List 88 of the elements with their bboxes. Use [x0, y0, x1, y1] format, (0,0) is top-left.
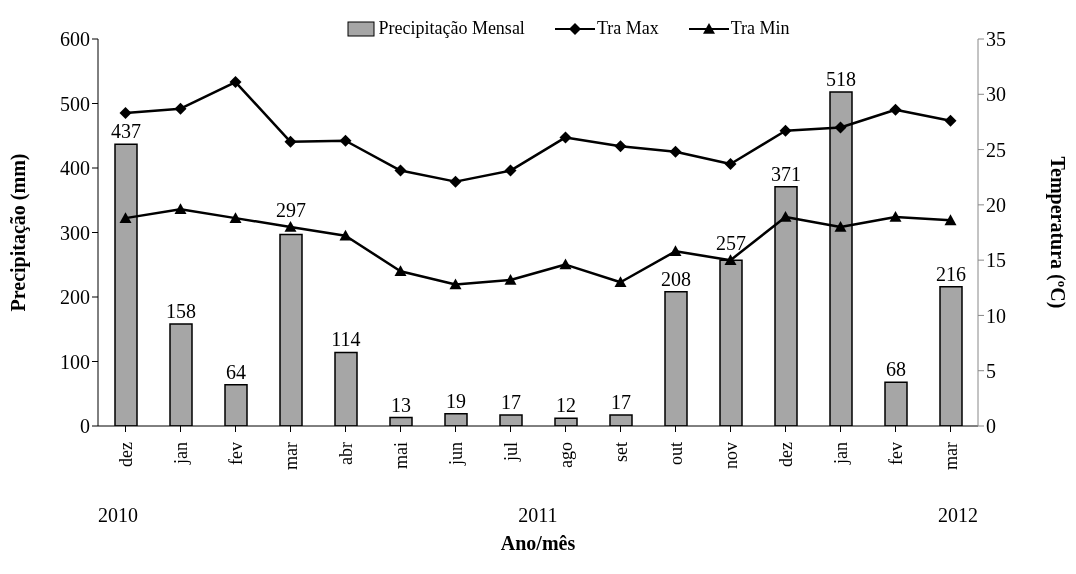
y2-tick-label: 5 [986, 359, 996, 382]
y2-tick-label: 0 [986, 415, 996, 438]
point [889, 211, 902, 222]
data-label: 518 [826, 67, 856, 90]
point [944, 214, 957, 226]
point [174, 102, 187, 115]
y2-tick-label: 30 [986, 83, 1006, 106]
data-label: 17 [611, 391, 631, 414]
x-tick-label: set [610, 442, 631, 462]
data-label: 19 [446, 389, 466, 412]
point [944, 114, 957, 127]
x-tick-label: mar [280, 441, 301, 470]
x-tick-label: out [665, 442, 686, 466]
y2-tick-label: 35 [986, 28, 1006, 51]
data-label: 68 [886, 358, 906, 381]
data-label: 158 [166, 300, 196, 323]
y-axis-title: Precipitação (mm) [7, 153, 31, 312]
text: 2012 [937, 504, 978, 527]
data-label: 114 [331, 328, 361, 351]
y2-tick-label: 15 [986, 249, 1006, 272]
data-label: 12 [556, 394, 576, 417]
x-tick-label: abr [335, 442, 356, 465]
x-tick-label: jan [830, 442, 851, 465]
y-tick-label: 500 [60, 92, 90, 115]
point [119, 212, 132, 223]
point [834, 220, 847, 232]
data-label: 371 [771, 162, 801, 185]
point [834, 121, 847, 134]
legend-label: Tra Max [596, 18, 659, 39]
point [724, 254, 737, 265]
y2-tick-label: 10 [986, 304, 1006, 327]
point [449, 175, 462, 188]
point [449, 278, 462, 290]
y2-axis-title: Temperatura (ºC) [1045, 156, 1069, 309]
data-label: 437 [111, 120, 141, 143]
y-tick-label: 0 [80, 415, 90, 438]
x-tick-label: ago [555, 442, 576, 468]
point [669, 245, 682, 257]
point [559, 131, 572, 144]
point [724, 157, 737, 170]
x-tick-label: mai [390, 442, 411, 469]
data-label: 64 [226, 360, 246, 383]
x-tick-label: dez [775, 442, 796, 467]
data-label: 208 [661, 267, 691, 290]
point [559, 258, 572, 270]
x-tick-label: jul [500, 442, 521, 463]
x-tick-label: dez [115, 442, 136, 467]
point [779, 211, 792, 222]
x-tick-label: mar [940, 441, 961, 470]
point [889, 103, 902, 116]
data-label: 13 [391, 393, 411, 416]
point [284, 135, 297, 148]
point [229, 76, 242, 89]
data-label: 17 [501, 391, 521, 414]
y-tick-label: 400 [60, 157, 90, 180]
point [504, 274, 517, 285]
y2-tick-label: 25 [986, 138, 1006, 161]
point [339, 229, 352, 241]
y-tick-label: 200 [60, 286, 90, 309]
x-tick-label: nov [720, 442, 741, 469]
data-label: 216 [936, 262, 966, 285]
y2-tick-label: 20 [986, 193, 1006, 216]
point [504, 164, 517, 177]
point [394, 265, 407, 276]
point [614, 140, 627, 153]
point [779, 124, 792, 137]
x-tick-label: jan [170, 442, 191, 465]
x-tick-label: fev [225, 442, 246, 465]
point [669, 145, 682, 158]
data-label: 257 [716, 232, 746, 255]
point [229, 212, 242, 223]
point [394, 164, 407, 177]
point [119, 107, 132, 120]
legend-label: Precipitação Mensal [378, 18, 525, 39]
y-tick-label: 300 [60, 221, 90, 244]
data-label: 297 [276, 198, 306, 221]
x-axis-title: Ano/mês [499, 532, 577, 555]
x-tick-label: fev [885, 442, 906, 465]
point [284, 220, 297, 232]
text: 2011 [518, 504, 558, 527]
text: 2010 [98, 504, 138, 527]
legend-label: Tra Min [730, 18, 790, 39]
x-tick-label: jun [445, 442, 466, 467]
point [174, 203, 187, 215]
y-tick-label: 100 [60, 350, 90, 373]
y-tick-label: 600 [60, 28, 90, 51]
point [339, 134, 352, 147]
point [614, 276, 627, 288]
